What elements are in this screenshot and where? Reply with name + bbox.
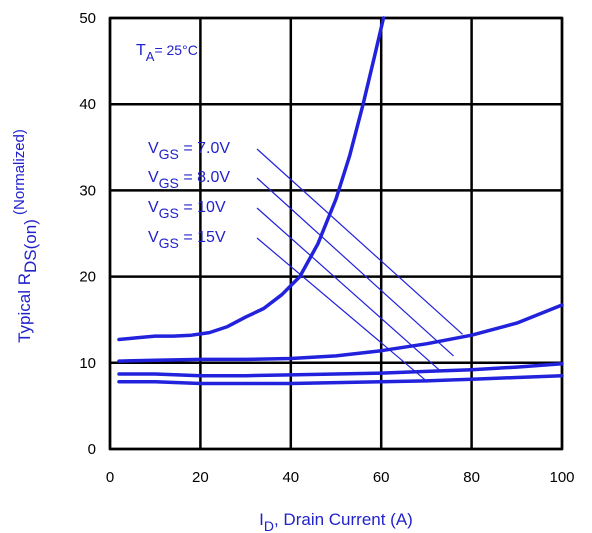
x-tick-label: 60: [373, 469, 390, 486]
series-label-sub: GS: [159, 235, 179, 251]
temperature-annotation-rest: = 25°C: [154, 42, 197, 58]
temperature-annotation-sub: A: [146, 49, 155, 64]
series-label: VGS = 7.0V: [148, 140, 230, 162]
y-axis-title-rest: (Normalized): [11, 129, 28, 219]
x-axis-title: ID, Drain Current (A): [259, 510, 413, 533]
series-label-rest: = 7.0V: [179, 140, 230, 157]
leader-line: [256, 177, 454, 357]
y-tick-label: 10: [79, 355, 96, 372]
y-axis-title-sub: DS(on): [21, 219, 40, 273]
x-axis-title-sub: D: [264, 518, 274, 533]
x-tick-label: 0: [106, 469, 114, 486]
y-tick-label: 20: [79, 269, 96, 286]
y-tick-label: 30: [79, 182, 96, 199]
series-line: [117, 361, 564, 378]
x-tick-label: 100: [549, 469, 574, 486]
series-line: [117, 303, 564, 363]
leader-line: [256, 148, 463, 335]
y-axis-ticks: 0 10 20 30 40 50: [79, 10, 96, 458]
series-lines: [117, 16, 564, 386]
temperature-annotation: TA= 25°C: [136, 42, 198, 64]
y-axis-title-main: Typical R: [15, 273, 34, 343]
series-label-main: V: [148, 229, 159, 246]
temperature-annotation-main: T: [136, 42, 146, 59]
leader-line: [256, 207, 441, 372]
series-line: [117, 16, 386, 342]
series-label-sub: GS: [159, 175, 179, 191]
y-tick-label: 50: [79, 10, 96, 27]
series-label-rest: = 10V: [179, 199, 226, 216]
series-line: [117, 373, 564, 386]
x-axis-ticks: 0 20 40 60 80 100: [106, 469, 575, 486]
series-label: VGS = 15V: [148, 229, 226, 251]
x-axis-title-main: I: [259, 510, 264, 529]
series-label-main: V: [148, 199, 159, 216]
series-label-sub: GS: [159, 205, 179, 221]
series-label-sub: GS: [159, 146, 179, 162]
plot-frame: [108, 16, 564, 451]
x-axis-title-rest: , Drain Current (A): [274, 510, 413, 529]
x-tick-label: 20: [192, 469, 209, 486]
series-label: VGS = 10V: [148, 199, 226, 221]
series-label-main: V: [148, 140, 159, 157]
y-axis-title: Typical RDS(on) (Normalized): [11, 129, 40, 343]
y-tick-label: 0: [88, 441, 96, 458]
y-tick-label: 40: [79, 96, 96, 113]
series-label: VGS = 8.0V: [148, 169, 230, 191]
series-label-rest: = 8.0V: [179, 169, 230, 186]
series-label-main: V: [148, 169, 159, 186]
x-tick-label: 80: [463, 469, 480, 486]
leader-line: [256, 237, 427, 382]
series-label-rest: = 15V: [179, 229, 226, 246]
x-tick-label: 40: [282, 469, 299, 486]
plot-border: [108, 16, 564, 451]
